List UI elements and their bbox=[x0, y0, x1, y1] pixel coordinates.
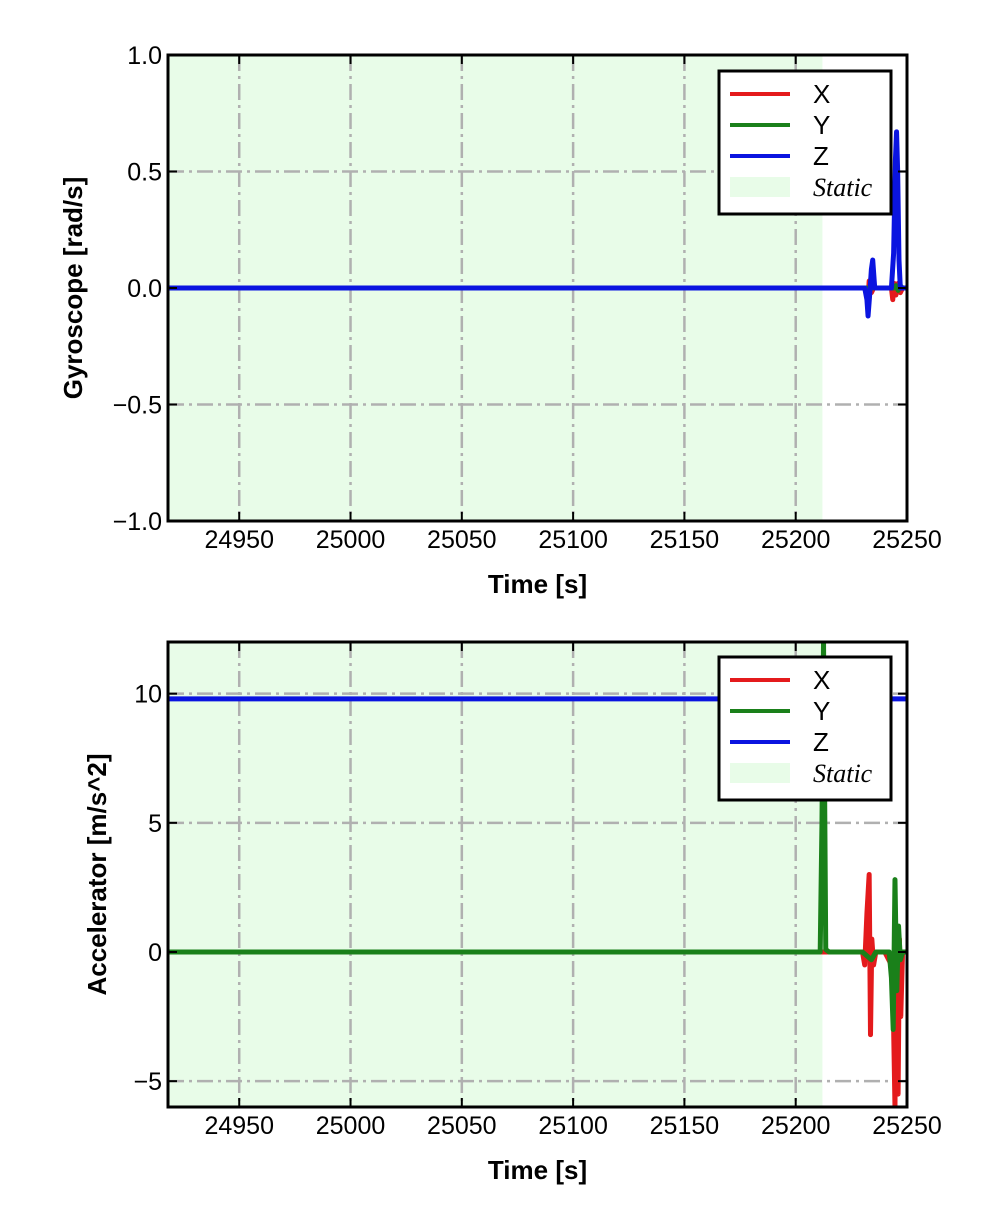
chart-1-xtick-label-6: 25250 bbox=[872, 1112, 942, 1140]
chart-1-xtick-label-3: 25100 bbox=[538, 1112, 608, 1140]
chart-0-xtick-label-3: 25100 bbox=[538, 526, 608, 554]
chart-1-xtick-label-0: 24950 bbox=[204, 1112, 274, 1140]
chart-0-series-z-line bbox=[168, 129, 907, 319]
chart-0-xtick-label-2: 25050 bbox=[427, 526, 497, 554]
chart-0-ytick-label-3: 0.5 bbox=[127, 159, 162, 187]
accelerometer-chart: 24950 25000 25050 25100 25150 25200 25250 −5 0 5 1… bbox=[82, 640, 942, 1185]
chart-1-legend-label-z: Z bbox=[813, 727, 829, 757]
chart-1-ytick-label-1: 0 bbox=[148, 939, 162, 967]
chart-0-xtick-label-6: 25250 bbox=[872, 526, 942, 554]
chart-1-xtick-label-1: 25000 bbox=[316, 1112, 386, 1140]
chart-1-xtick-label-5: 25200 bbox=[761, 1112, 831, 1140]
chart-0-legend-label-static: Static bbox=[813, 173, 873, 202]
chart-0-ylabel: Gyroscope [rad/s] bbox=[58, 177, 88, 400]
chart-0-series-group bbox=[168, 129, 907, 319]
chart-0-ytick-label-2: 0.0 bbox=[127, 275, 162, 303]
chart-1-legend-label-x: X bbox=[813, 665, 830, 695]
chart-0-xlabel: Time [s] bbox=[488, 569, 587, 599]
chart-1-xtick-label-4: 25150 bbox=[650, 1112, 720, 1140]
chart-1-ytick-label-0: −5 bbox=[133, 1068, 162, 1096]
chart-0-legend-label-z: Z bbox=[813, 141, 829, 171]
chart-0-xtick-label-1: 25000 bbox=[316, 526, 386, 554]
chart-0-ytick-label-4: 1.0 bbox=[127, 42, 162, 70]
chart-0-ytick-label-1: −0.5 bbox=[113, 392, 162, 420]
chart-0-xtick-label-0: 24950 bbox=[204, 526, 274, 554]
chart-0-legend-label-y: Y bbox=[813, 110, 830, 140]
chart-0-legend-label-x: X bbox=[813, 79, 830, 109]
chart-1-ytick-label-2: 5 bbox=[148, 810, 162, 838]
chart-1-legend-swatch-static bbox=[730, 763, 790, 783]
chart-1-xtick-label-2: 25050 bbox=[427, 1112, 497, 1140]
chart-1-ytick-label-3: 10 bbox=[134, 681, 162, 709]
chart-1-plot-frame bbox=[166, 640, 909, 1109]
chart-1-xlabel: Time [s] bbox=[488, 1155, 587, 1185]
chart-0-xtick-label-4: 25150 bbox=[650, 526, 720, 554]
chart-0-legend-swatch-static bbox=[730, 177, 790, 197]
chart-0-ytick-label-0: −1.0 bbox=[113, 508, 162, 536]
chart-1-ylabel: Accelerator [m/s^2] bbox=[82, 753, 112, 995]
chart-1-legend-label-static: Static bbox=[813, 759, 873, 788]
chart-1-legend-label-y: Y bbox=[813, 696, 830, 726]
chart-1-static-region bbox=[168, 642, 823, 1107]
gyroscope-chart: 24950 25000 25050 25100 25150 25200 25250 −1.0 −… bbox=[58, 42, 942, 599]
chart-0-xtick-label-5: 25200 bbox=[761, 526, 831, 554]
